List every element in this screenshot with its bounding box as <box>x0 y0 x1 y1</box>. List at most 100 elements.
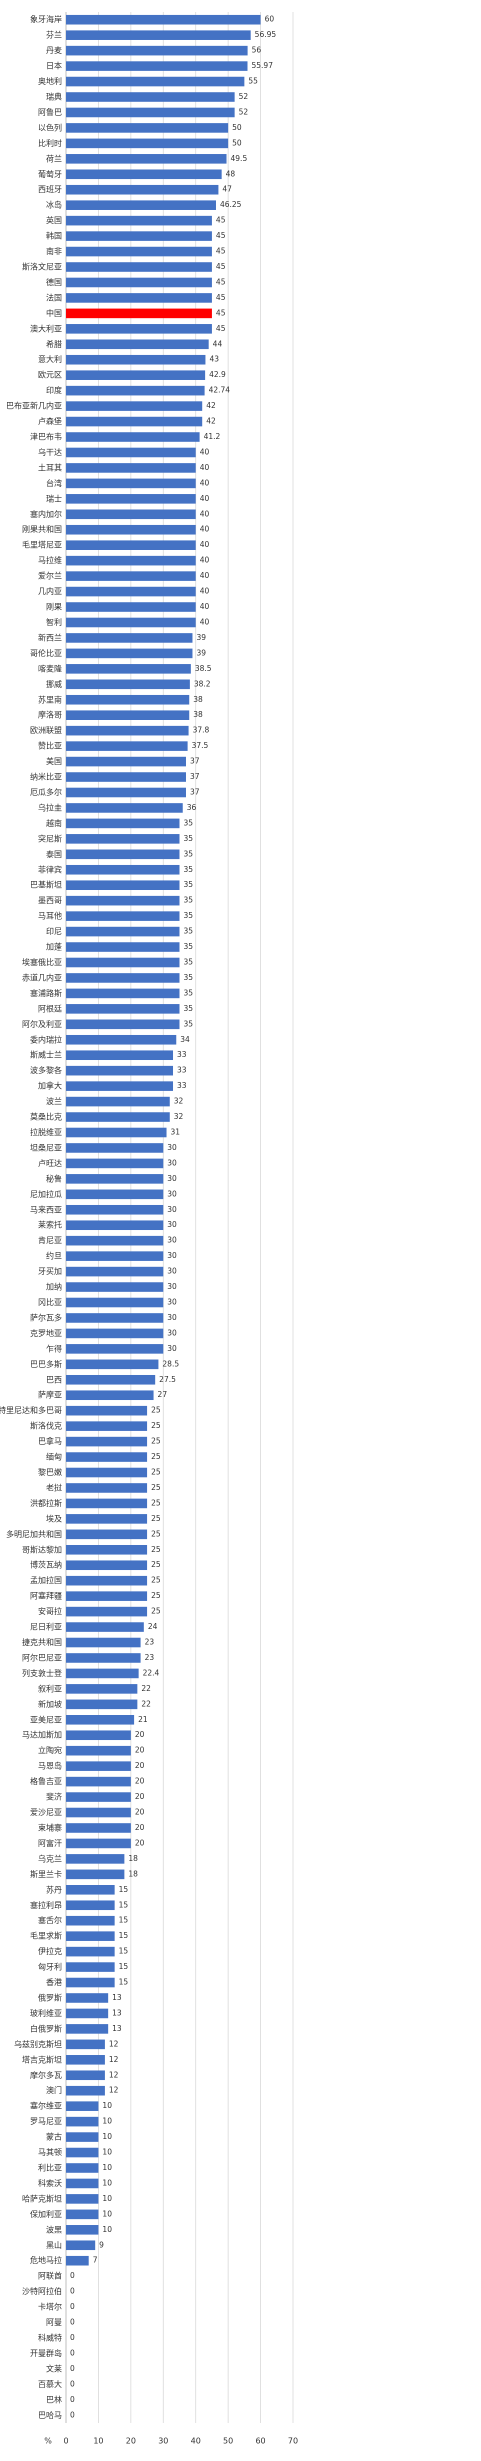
value-label: 24 <box>148 1622 158 1631</box>
value-label: 33 <box>177 1066 187 1075</box>
bar <box>66 1235 164 1246</box>
y-tick-label: 波多黎各 <box>30 1065 62 1075</box>
value-label: 37 <box>190 772 200 781</box>
y-tick-label: 立陶宛 <box>38 1745 62 1755</box>
value-label: 0 <box>70 2318 75 2327</box>
bar <box>66 262 212 272</box>
value-label: 0 <box>70 2287 75 2296</box>
value-label: 10 <box>102 2209 112 2218</box>
y-tick-label: 巴哈马 <box>38 2410 62 2420</box>
value-label: 9 <box>99 2240 104 2249</box>
bar <box>66 1637 141 1648</box>
y-tick-label: 亚美尼亚 <box>30 1714 62 1724</box>
y-tick-label: 阿联酋 <box>38 2271 62 2281</box>
bar <box>66 45 248 56</box>
y-tick-label: 利比亚 <box>38 2162 62 2172</box>
bar <box>66 324 212 334</box>
y-tick-label: 马恩岛 <box>38 1761 62 1771</box>
bar <box>66 1436 148 1447</box>
x-tick-label: 30 <box>158 2437 168 2446</box>
y-tick-label: 塔吉克斯坦 <box>22 2054 62 2064</box>
bar <box>66 1575 148 1586</box>
value-label: 33 <box>177 1050 187 1059</box>
y-tick-label: 以色列 <box>38 122 62 132</box>
y-tick-label: 肯尼亚 <box>38 1235 62 1245</box>
x-tick-label: 10 <box>93 2437 103 2446</box>
value-label: 20 <box>135 1746 145 1755</box>
bar <box>66 973 180 983</box>
y-tick-label: 香港 <box>46 1977 62 1987</box>
value-label: 35 <box>184 834 194 843</box>
bar <box>66 416 203 427</box>
y-tick-label: 安哥拉 <box>38 1606 62 1616</box>
bar <box>66 1096 170 1107</box>
bar <box>66 1081 174 1091</box>
y-tick-label: 阿根廷 <box>38 1003 62 1013</box>
bar <box>66 849 180 860</box>
value-label: 10 <box>102 2101 112 2110</box>
bar <box>66 1668 139 1679</box>
value-label: 23 <box>145 1653 155 1662</box>
value-label: 42 <box>206 401 216 410</box>
bar <box>66 1823 131 1833</box>
value-label: 13 <box>112 1993 122 2002</box>
value-label: 40 <box>200 447 210 456</box>
value-label: 30 <box>167 1220 177 1229</box>
value-label: 20 <box>135 1792 145 1801</box>
value-label: 40 <box>200 602 210 611</box>
bar <box>66 1405 148 1416</box>
bar <box>66 1544 148 1555</box>
y-tick-label: 危地马拉 <box>30 2255 62 2265</box>
x-tick-label: 20 <box>126 2437 136 2446</box>
y-tick-label: 阿曼 <box>46 2318 62 2327</box>
value-label: 45 <box>216 293 226 302</box>
y-tick-label: 欧元区 <box>38 370 62 380</box>
y-tick-label: 挪威 <box>46 679 62 689</box>
y-tick-label: 纳米比亚 <box>30 772 62 782</box>
y-tick-label: 塞尔维亚 <box>30 2101 62 2111</box>
bar <box>66 2024 109 2034</box>
value-label: 20 <box>135 1823 145 1832</box>
y-tick-label: 摩洛哥 <box>38 710 62 720</box>
bar <box>66 1143 164 1153</box>
value-label: 0 <box>70 2395 75 2404</box>
x-tick-label: 40 <box>191 2437 201 2446</box>
value-label: 42.74 <box>209 386 231 395</box>
bar <box>66 710 190 720</box>
y-tick-label: 乌干达 <box>38 447 62 457</box>
bar <box>66 1684 138 1694</box>
bar <box>66 1158 164 1169</box>
value-label: 15 <box>119 1947 129 1956</box>
y-tick-label: 葡萄牙 <box>38 169 62 179</box>
value-label: 30 <box>167 1189 177 1198</box>
y-tick-label: 波黑 <box>46 2224 62 2234</box>
y-tick-label: 摩尔多瓦 <box>30 2070 62 2080</box>
bar <box>66 1004 180 1014</box>
value-label: 13 <box>112 2008 122 2017</box>
y-tick-label: 孟加拉国 <box>30 1575 62 1585</box>
y-tick-label: 秘鲁 <box>46 1173 62 1183</box>
y-tick-label: 马其顿 <box>38 2147 62 2157</box>
value-label: 20 <box>135 1808 145 1817</box>
value-label: 56.95 <box>255 30 277 39</box>
y-tick-label: 埃塞俄比亚 <box>22 957 62 967</box>
bar <box>66 1900 115 1911</box>
y-tick-label: 新西兰 <box>38 632 62 642</box>
value-label: 20 <box>135 1761 145 1770</box>
y-tick-label: 比利时 <box>38 138 62 148</box>
value-label: 30 <box>167 1205 177 1214</box>
bar <box>66 2070 105 2081</box>
value-label: 0 <box>70 2348 75 2357</box>
value-label: 35 <box>184 911 194 920</box>
value-label: 50 <box>232 138 242 147</box>
y-tick-label: 几内亚 <box>38 586 62 596</box>
y-tick-label: 巴拿马 <box>38 1436 62 1446</box>
y-tick-label: 斐济 <box>46 1792 62 1802</box>
value-label: 21 <box>138 1715 148 1724</box>
y-tick-label: 突尼斯 <box>38 833 62 843</box>
value-label: 30 <box>167 1267 177 1276</box>
value-label: 25 <box>151 1514 161 1523</box>
bar <box>66 1730 131 1741</box>
y-tick-label: 阿尔巴尼亚 <box>22 1652 62 1662</box>
